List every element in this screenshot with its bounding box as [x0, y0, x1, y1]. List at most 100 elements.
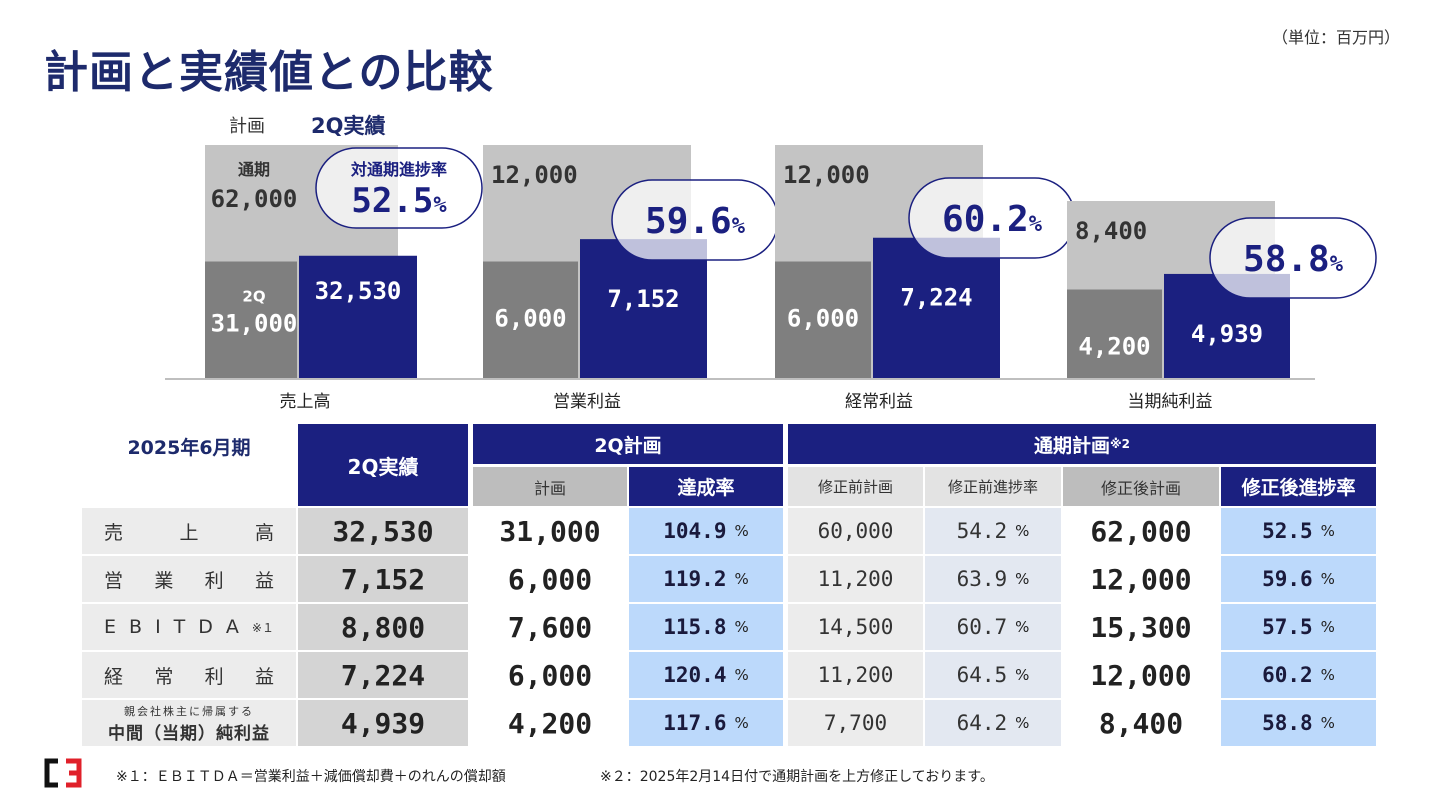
- subheader-after-plan: 修正後計画: [1063, 467, 1219, 506]
- progress-value: 60.2%: [942, 199, 1043, 240]
- bar-full-value: 8,400: [1075, 217, 1147, 245]
- percent-sign: %: [734, 666, 749, 684]
- page-title: 計画と実績値との比較: [44, 47, 494, 98]
- row-label-char: I: [155, 616, 161, 638]
- category-label: 売上高: [280, 392, 331, 412]
- cell-actual: 7,224: [298, 652, 468, 698]
- subheader-before-rate: 修正前進捗率: [925, 467, 1061, 506]
- cell-after-plan-value: 62,000: [1090, 514, 1192, 548]
- cell-actual: 8,800: [298, 604, 468, 650]
- progress-bubble: [1209, 217, 1377, 299]
- category-label: 営業利益: [553, 392, 621, 412]
- cell-after-plan-value: 12,000: [1090, 562, 1192, 596]
- cell-actual-value: 8,800: [340, 610, 426, 644]
- cell-actual: 4,939: [298, 700, 468, 746]
- bar-2q-caption: 2Q: [242, 288, 265, 306]
- cell-before-plan-value: 14,500: [817, 615, 894, 639]
- row-label: 売上高: [82, 508, 296, 554]
- cell-rate: 117.6%: [629, 700, 783, 746]
- cell-after-rate-value: 57.5: [1262, 615, 1313, 639]
- cell-before-rate-value: 60.7: [956, 615, 1008, 639]
- cell-before-rate-value: 64.2: [956, 711, 1008, 735]
- bar-full-value: 12,000: [491, 161, 578, 189]
- cell-after-plan: 12,000: [1063, 556, 1219, 602]
- category-label: 当期純利益: [1128, 392, 1213, 412]
- row-label-char: 業: [154, 569, 174, 592]
- unit-label: （単位：百万円）: [1272, 28, 1401, 47]
- percent-sign: %: [1015, 570, 1030, 588]
- bar-actual-value: 32,530: [315, 277, 402, 305]
- bar-2q-plan: [775, 261, 871, 378]
- cell-rate-value: 104.9: [663, 519, 727, 543]
- cell-before-rate: 64.5%: [925, 652, 1061, 698]
- cell-plan-value: 6,000: [507, 562, 593, 596]
- cell-rate: 119.2%: [629, 556, 783, 602]
- cell-after-plan: 15,300: [1063, 604, 1219, 650]
- full-plan-label: 通期計画: [1033, 434, 1110, 457]
- col-header-full-plan: 通期計画 ※2: [788, 424, 1376, 464]
- bar-2q-value: 6,000: [787, 305, 859, 333]
- cell-after-rate: 57.5%: [1221, 604, 1376, 650]
- category-label: 経常利益: [845, 392, 913, 412]
- cell-before-plan: 7,700: [788, 700, 923, 746]
- row-label-char: 営: [104, 569, 124, 592]
- subheader-rate: 達成率: [629, 467, 783, 506]
- row-label-line1: 親会社株主に帰属する: [124, 704, 254, 718]
- cell-rate: 115.8%: [629, 604, 783, 650]
- bar-2q-value: 6,000: [494, 305, 566, 333]
- cell-after-rate-value: 59.6: [1262, 567, 1313, 591]
- percent-sign: %: [734, 714, 749, 732]
- bar-actual-value: 7,224: [900, 284, 972, 312]
- cell-rate-value: 120.4: [663, 663, 727, 687]
- progress-bubble: [315, 147, 483, 229]
- cell-before-plan-value: 7,700: [823, 711, 888, 735]
- subheader-plan: 計画: [473, 467, 627, 506]
- row-label-char: 高: [254, 521, 274, 544]
- cell-plan-value: 31,000: [499, 514, 601, 548]
- cell-actual: 32,530: [298, 508, 468, 554]
- cell-plan: 31,000: [473, 508, 627, 554]
- cell-before-rate: 63.9%: [925, 556, 1061, 602]
- progress-value: 59.6%: [645, 201, 746, 242]
- cell-after-plan: 8,400: [1063, 700, 1219, 746]
- bar-2q-actual: [299, 255, 417, 378]
- cell-after-rate-value: 60.2: [1262, 663, 1313, 687]
- row-label-char: T: [173, 616, 186, 638]
- bar-2q-actual: [580, 239, 707, 378]
- cell-after-rate-value: 52.5: [1262, 519, 1313, 543]
- full-plan-note: ※2: [1110, 437, 1131, 451]
- bar-full-caption: 通期: [238, 160, 270, 179]
- row-label-char: 経: [104, 665, 124, 688]
- subheader-before-plan: 修正前計画: [788, 467, 923, 506]
- cell-rate: 120.4%: [629, 652, 783, 698]
- row-label-char: 利: [204, 569, 224, 592]
- percent-sign: %: [1320, 522, 1335, 540]
- table-period-label: 2025年6月期: [127, 436, 251, 459]
- cell-plan-value: 6,000: [507, 658, 593, 692]
- bar-full-value: 12,000: [783, 161, 870, 189]
- cell-before-plan: 14,500: [788, 604, 923, 650]
- percent-sign: %: [1015, 522, 1030, 540]
- row-label-char: ※１: [251, 620, 274, 635]
- cell-actual-value: 7,152: [340, 562, 426, 596]
- cell-rate: 104.9%: [629, 508, 783, 554]
- bar-2q-plan: [483, 261, 578, 378]
- percent-sign: %: [734, 522, 749, 540]
- row-label-char: 上: [179, 521, 199, 544]
- col-header-2q-plan: 2Q計画: [473, 424, 783, 464]
- col-header-actual: 2Q実績: [298, 424, 468, 506]
- percent-sign: %: [1015, 714, 1030, 732]
- bar-2q-plan: [1067, 289, 1162, 378]
- legend-actual: 2Q実績: [311, 114, 386, 138]
- cell-after-rate: 58.8%: [1221, 700, 1376, 746]
- row-label: E B I T D A ※１: [82, 604, 296, 650]
- cell-before-plan-value: 11,200: [817, 567, 894, 591]
- row-label: 営業利益: [82, 556, 296, 602]
- cell-before-plan-value: 11,200: [817, 663, 894, 687]
- cell-before-plan: 11,200: [788, 652, 923, 698]
- company-logo: [44, 758, 82, 788]
- row-label-char: 益: [254, 569, 274, 592]
- cell-after-rate: 60.2%: [1221, 652, 1376, 698]
- cell-before-plan: 11,200: [788, 556, 923, 602]
- percent-sign: %: [734, 618, 749, 636]
